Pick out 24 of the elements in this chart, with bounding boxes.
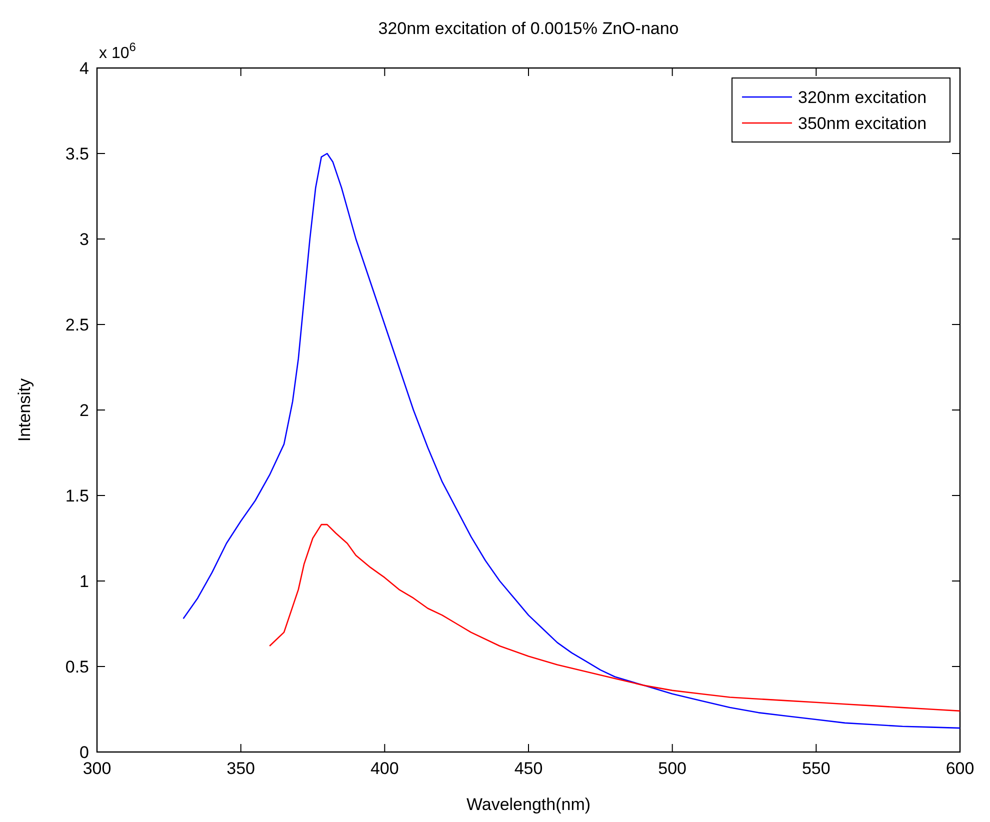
y-tick-label: 3.5: [65, 144, 89, 164]
legend-label: 320nm excitation: [798, 88, 927, 107]
y-tick-label: 2: [80, 401, 89, 420]
y-tick-label: 0: [80, 743, 89, 762]
line-series: [268, 524, 961, 712]
x-tick-label: 550: [802, 759, 830, 778]
x-tick-label: 600: [946, 759, 974, 778]
x-tick-label: 500: [658, 759, 687, 778]
y-tick-label: 3: [80, 230, 89, 249]
x-tick-label: 350: [226, 759, 256, 778]
y-axis-title: Intensity: [15, 378, 34, 442]
x-axis-title: Wavelength(nm): [466, 795, 591, 814]
text: x 10$^{6}$: [99, 40, 136, 62]
x-tick-label: 400: [370, 759, 399, 778]
x-tick-label: 300: [82, 759, 112, 778]
y-tick-label: 1: [80, 572, 89, 591]
y-tick-label: 1.5: [65, 486, 89, 506]
y-tick-label: 2.5: [65, 316, 89, 334]
y-tick-label: 0.5: [65, 658, 89, 676]
line-series: [182, 152, 961, 729]
legend-label: 350nm excitation: [798, 114, 927, 133]
y-tick-label: 4: [80, 59, 89, 78]
chart-title: 320nm excitation of 0.0015% ZnO-nano: [378, 19, 679, 38]
x-tick-label: 450: [514, 759, 543, 778]
